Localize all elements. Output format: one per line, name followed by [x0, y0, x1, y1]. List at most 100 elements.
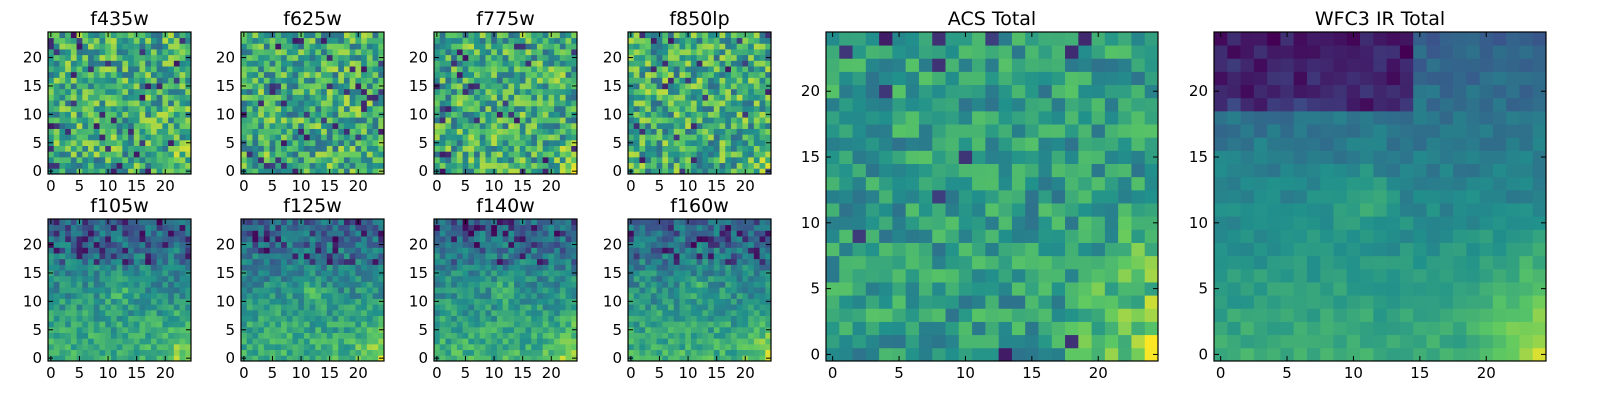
heatmap-cell [59, 275, 66, 282]
heatmap-cell [366, 145, 373, 152]
heatmap-cell [736, 49, 743, 56]
heatmap-cell [246, 270, 253, 277]
heatmap-cell [241, 236, 248, 243]
heatmap-cell [445, 298, 452, 305]
heatmap-cell [502, 168, 509, 175]
heatmap-cell [315, 145, 322, 152]
heatmap-cell [514, 100, 521, 107]
heatmap-cell [332, 105, 339, 112]
heatmap-cell [434, 349, 441, 356]
heatmap-cell [128, 139, 135, 146]
heatmap-cell [548, 338, 555, 345]
heatmap-cell [491, 270, 498, 277]
heatmap-cell [645, 88, 652, 95]
heatmap-cell [59, 309, 66, 316]
heatmap-cell [110, 83, 118, 90]
heatmap-cell [445, 230, 452, 237]
heatmap-cell [349, 230, 356, 237]
heatmap-cell [133, 122, 140, 129]
heatmap-cell [263, 241, 270, 248]
heatmap-cell [719, 32, 726, 39]
heatmap-cell [105, 304, 112, 311]
heatmap-cell [332, 275, 339, 282]
heatmap-cell [133, 162, 140, 169]
heatmap-cell [468, 32, 475, 39]
heatmap-cell [185, 162, 192, 169]
heatmap-cell [343, 315, 351, 322]
heatmap-cell [332, 287, 339, 294]
heatmap-cell [456, 315, 463, 322]
heatmap-cell [122, 105, 129, 112]
heatmap-cell [338, 151, 345, 158]
heatmap-cell [128, 54, 135, 61]
heatmap-cell [519, 292, 526, 299]
heatmap-cell [485, 134, 492, 141]
heatmap-cell [491, 253, 498, 260]
heatmap-cell [366, 122, 373, 129]
heatmap-cell [554, 111, 561, 118]
heatmap-cell [554, 100, 561, 107]
heatmap-cell [565, 128, 572, 135]
heatmap-cell [571, 253, 578, 260]
heatmap-cell [753, 54, 760, 61]
heatmap-cell [753, 134, 760, 141]
heatmap-cell [702, 49, 709, 56]
heatmap-cell [685, 134, 692, 141]
heatmap-cell [702, 139, 709, 146]
heatmap-cell [439, 168, 446, 175]
heatmap-cell [479, 247, 486, 254]
heatmap-cell [502, 145, 509, 152]
heatmap-cell [571, 117, 578, 124]
heatmap-cell [645, 32, 652, 39]
heatmap-cell [662, 287, 669, 294]
heatmap-cell [690, 332, 698, 339]
heatmap-cell [559, 105, 566, 112]
heatmap-cell [168, 66, 175, 73]
heatmap-cell [65, 287, 72, 294]
heatmap-cell [451, 355, 458, 362]
heatmap-cell [474, 49, 481, 56]
heatmap-cell [59, 287, 66, 294]
heatmap-cell [82, 134, 89, 141]
heatmap-cell [668, 122, 675, 129]
heatmap-cell [372, 219, 379, 226]
heatmap-cell [99, 236, 106, 243]
heatmap-cell [366, 60, 373, 67]
heatmap-cell [139, 224, 146, 231]
heatmap-cell [53, 71, 60, 78]
heatmap-cell [462, 349, 469, 356]
heatmap-cell [366, 264, 373, 271]
heatmap-cell [252, 122, 259, 129]
heatmap-cell [673, 349, 680, 356]
heatmap-cell [281, 83, 288, 90]
heatmap-cell [355, 343, 362, 351]
heatmap-cell [185, 49, 192, 56]
heatmap-cell [246, 338, 253, 345]
heatmap-cell [662, 332, 669, 339]
heatmap-cell [748, 88, 755, 95]
heatmap-cell [628, 145, 635, 152]
heatmap-cell [434, 292, 441, 299]
heatmap-cell [116, 83, 123, 90]
heatmap-cell [639, 71, 646, 78]
heatmap-cell [315, 100, 322, 107]
heatmap-cell [554, 117, 561, 124]
heatmap-cell [668, 168, 675, 175]
heatmap-cell [326, 37, 333, 44]
heatmap-cell [361, 156, 368, 164]
heatmap-cell [281, 145, 288, 152]
heatmap-cell [445, 117, 452, 124]
heatmap-cell [531, 139, 538, 146]
heatmap-cell [361, 264, 368, 271]
heatmap-cell [332, 298, 339, 305]
heatmap-cell [173, 94, 180, 101]
heatmap-cell [133, 253, 140, 260]
heatmap-cell [59, 117, 66, 124]
heatmap-cell [536, 49, 544, 56]
heatmap-cell [139, 321, 146, 328]
heatmap-cell [765, 338, 772, 345]
heatmap-cell [361, 270, 368, 277]
heatmap-cell [748, 111, 755, 118]
heatmap-cell [633, 49, 640, 56]
heatmap-cell [133, 43, 140, 50]
